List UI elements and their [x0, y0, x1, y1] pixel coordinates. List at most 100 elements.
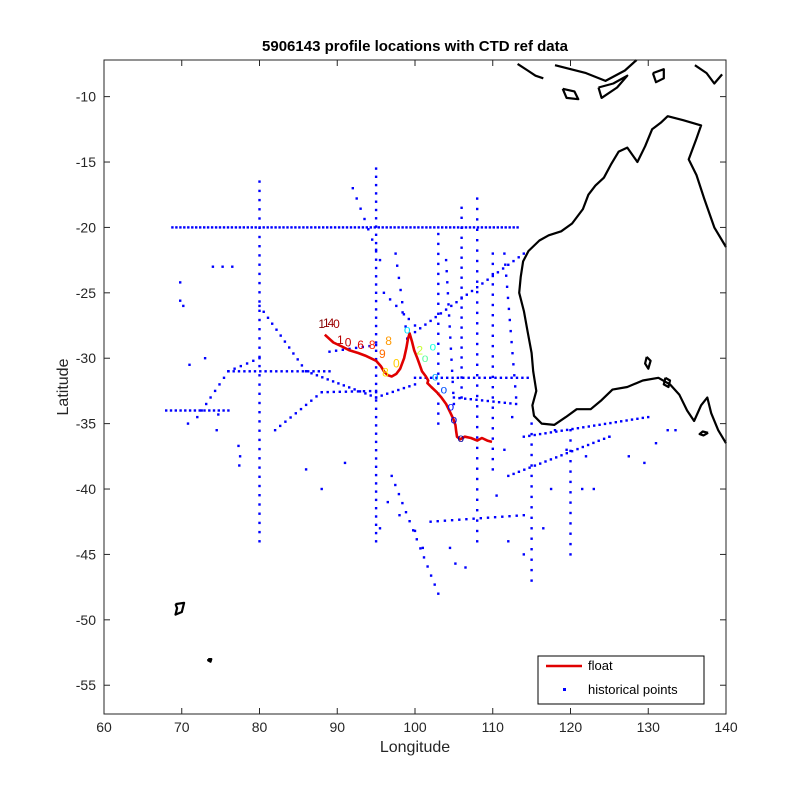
historical-point — [481, 282, 484, 285]
historical-point — [252, 359, 255, 362]
historical-point — [460, 396, 463, 399]
historical-point — [450, 304, 453, 308]
historical-point — [374, 192, 378, 195]
historical-point — [417, 226, 420, 229]
historical-point — [343, 461, 347, 465]
historical-point — [476, 436, 479, 439]
historical-point — [437, 312, 440, 315]
historical-point — [530, 443, 533, 446]
historical-point — [388, 298, 392, 301]
historical-point — [500, 226, 503, 229]
historical-point — [569, 449, 572, 453]
historical-point — [468, 226, 472, 229]
historical-point — [258, 198, 261, 202]
historical-point — [258, 318, 261, 322]
historical-point — [491, 416, 494, 420]
historical-point — [592, 441, 595, 445]
historical-point — [530, 527, 533, 530]
historical-point — [437, 402, 440, 405]
historical-point — [530, 537, 533, 540]
historical-point — [476, 197, 479, 200]
historical-point — [351, 187, 354, 190]
historical-point — [374, 424, 378, 427]
historical-point — [344, 390, 348, 393]
historical-point — [508, 226, 511, 229]
historical-point — [258, 346, 261, 349]
historical-point — [278, 226, 281, 229]
historical-point — [413, 226, 416, 229]
historical-point — [413, 529, 417, 533]
historical-point — [317, 370, 320, 373]
historical-point — [555, 430, 558, 433]
historical-point — [402, 313, 406, 316]
historical-point — [584, 455, 588, 458]
historical-point — [464, 226, 468, 229]
historical-point — [488, 226, 492, 229]
historical-point — [476, 353, 479, 356]
historical-point — [429, 319, 432, 323]
profile-label: 2 — [416, 343, 423, 357]
historical-point — [460, 336, 463, 339]
historical-point — [259, 370, 262, 373]
y-tick-label: -20 — [76, 219, 96, 235]
historical-point — [421, 546, 424, 550]
historical-point — [530, 495, 533, 499]
historical-point — [415, 538, 418, 541]
legend-float-label: float — [588, 658, 613, 673]
profile-label: 0 — [393, 356, 400, 370]
historical-point — [380, 394, 383, 397]
historical-point — [258, 189, 261, 193]
historical-point — [322, 226, 325, 229]
historical-point — [179, 299, 182, 302]
historical-point — [436, 520, 439, 523]
historical-point — [374, 349, 378, 352]
historical-point — [279, 334, 282, 337]
historical-point — [426, 565, 429, 568]
historical-point — [625, 419, 628, 422]
historical-point — [458, 518, 461, 521]
profile-label: 1 — [337, 333, 344, 347]
x-tick-label: 140 — [714, 719, 738, 735]
historical-point — [290, 226, 293, 229]
historical-point — [441, 226, 444, 229]
historical-point — [437, 226, 440, 229]
historical-point — [565, 448, 568, 451]
historical-point — [530, 558, 533, 561]
historical-point — [476, 286, 479, 289]
historical-point — [555, 456, 558, 459]
historical-point — [296, 358, 299, 361]
historical-point — [367, 228, 370, 231]
historical-point — [491, 314, 494, 317]
historical-point — [419, 376, 422, 379]
historical-point — [193, 409, 197, 412]
historical-point — [258, 521, 261, 525]
historical-point — [374, 531, 378, 535]
historical-point — [458, 396, 461, 400]
profile-label: o — [430, 339, 437, 353]
historical-point — [258, 263, 261, 266]
historical-point — [169, 409, 173, 412]
x-tick-label: 110 — [482, 719, 505, 735]
historical-point — [569, 460, 572, 463]
historical-point — [188, 363, 191, 366]
historical-point — [365, 226, 368, 229]
historical-point — [369, 226, 372, 229]
historical-point — [576, 447, 579, 451]
historical-points-series — [165, 167, 677, 595]
historical-point — [273, 429, 277, 432]
historical-point — [258, 291, 261, 294]
historical-point — [211, 265, 215, 268]
historical-point — [242, 226, 245, 229]
historical-point — [221, 265, 224, 268]
y-axis-label: Latitude — [55, 358, 72, 415]
historical-point — [258, 503, 261, 506]
historical-point — [512, 226, 515, 229]
historical-point — [227, 409, 230, 412]
historical-point — [258, 447, 261, 451]
historical-point — [258, 355, 261, 359]
historical-point — [512, 472, 515, 476]
historical-point — [437, 242, 440, 246]
historical-point — [258, 392, 261, 395]
historical-point — [222, 226, 226, 229]
profile-label: o — [451, 413, 458, 427]
